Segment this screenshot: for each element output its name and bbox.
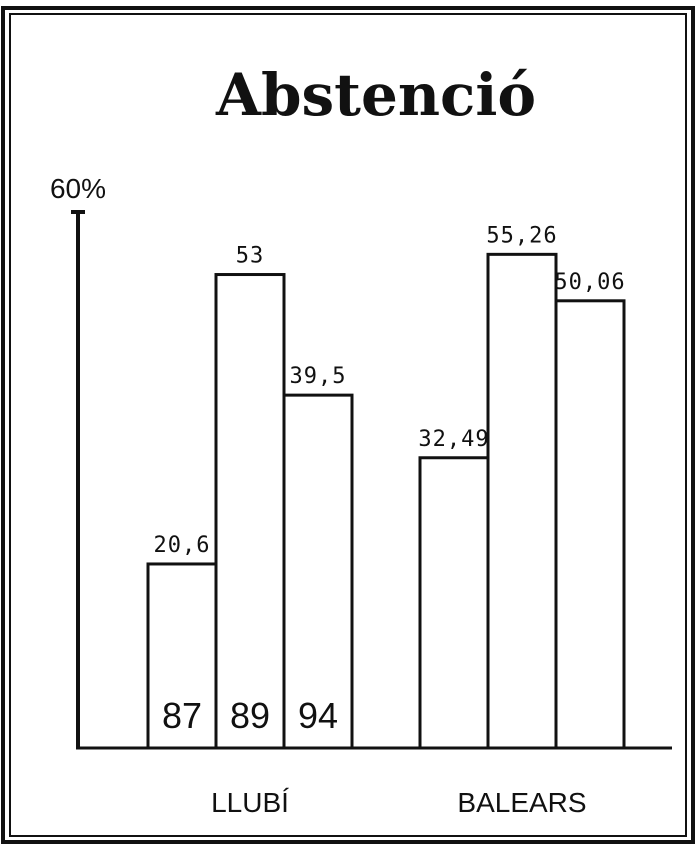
y-axis-max-label: 60% (50, 173, 106, 204)
bar-llubi-87 (146, 562, 218, 750)
value-label-balears-87: 32,49 (418, 427, 489, 452)
bar-llubi-94 (282, 393, 354, 750)
inner-frame (9, 13, 687, 837)
bars-layer (146, 252, 626, 750)
category-label-balears: BALEARS (457, 787, 586, 818)
value-label-llubi-89: 53 (236, 244, 265, 269)
bar-balears-87 (418, 456, 490, 750)
value-label-balears-94: 50,06 (554, 270, 625, 295)
year-label-89: 89 (230, 695, 270, 736)
year-label-87: 87 (162, 695, 202, 736)
bar-llubi-89 (214, 273, 286, 750)
labels-layer: 20,6 87 53 89 39,5 94 LLUBÍ 32,49 55,26 50,06 BALE… (154, 223, 625, 818)
bar-balears-89 (486, 252, 558, 750)
value-label-llubi-87: 20,6 (154, 533, 211, 558)
chart-title: Abstenció (215, 61, 536, 129)
value-label-balears-89: 55,26 (486, 223, 557, 248)
value-label-llubi-94: 39,5 (290, 364, 347, 389)
bar-balears-94 (554, 299, 626, 750)
year-label-94: 94 (298, 695, 338, 736)
outer-frame (1, 6, 695, 844)
category-label-llubi: LLUBÍ (211, 787, 289, 818)
